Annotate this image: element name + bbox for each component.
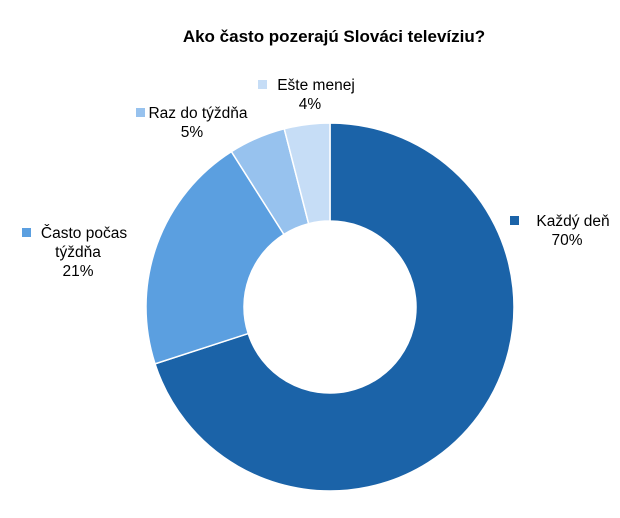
chart-title: Ako často pozerajú Slováci televíziu?: [183, 27, 485, 46]
slice-category-label: Každý deň: [536, 213, 609, 230]
donut-slice-4: [283, 122, 331, 225]
slice-category-label: týždňa: [55, 244, 101, 261]
slice-label-1: Každý deň 70%: [510, 213, 610, 249]
slice-value-label: 70%: [551, 232, 582, 249]
slice-category-label: Raz do týždňa: [148, 105, 247, 122]
slice-labels: Každý deň 70% Často počas týždňa 21% Raz do t…: [22, 77, 610, 280]
slice-label-swatch: [22, 228, 31, 237]
donut-slice-2: [145, 150, 285, 365]
slice-label-4: Ešte menej 4%: [258, 77, 355, 113]
slice-label-swatch: [510, 216, 519, 225]
slice-value-label: 4%: [299, 96, 322, 113]
slice-label-swatch: [136, 108, 145, 117]
slice-label-2: Často počas týždňa 21%: [22, 225, 127, 280]
donut-slice-1: [154, 122, 515, 492]
slice-category-label: Ešte menej: [277, 77, 355, 94]
donut-slices: [145, 122, 515, 492]
slice-value-label: 5%: [181, 124, 204, 141]
slice-label-swatch: [258, 80, 267, 89]
slice-value-label: 21%: [62, 263, 93, 280]
slice-label-3: Raz do týždňa 5%: [136, 105, 248, 141]
slice-category-label: Často počas: [41, 225, 127, 242]
